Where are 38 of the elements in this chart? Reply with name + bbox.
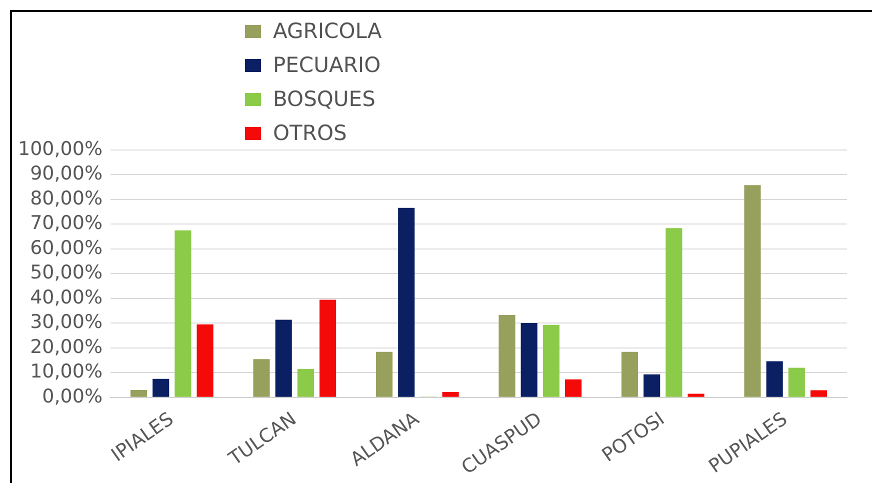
bar: [564, 379, 582, 397]
bar: [152, 378, 170, 397]
y-tick-label: 10,00%: [30, 360, 103, 383]
y-tick-label: 30,00%: [30, 311, 103, 334]
legend-label: AGRICOLA: [273, 19, 382, 43]
y-tick-label: 60,00%: [30, 236, 103, 259]
y-tick-label: 100,00%: [18, 138, 103, 160]
y-tick-label: 40,00%: [30, 286, 103, 308]
bar: [810, 390, 828, 397]
bar: [442, 392, 459, 397]
bar: [542, 324, 560, 397]
bar: [130, 390, 148, 397]
bar: [766, 361, 783, 397]
bar: [174, 230, 192, 397]
bar: [196, 324, 214, 397]
bar: [688, 394, 704, 397]
bar: [520, 322, 538, 397]
y-tick-label: 80,00%: [30, 187, 103, 210]
bar: [398, 208, 415, 397]
bar: [297, 368, 314, 397]
bar: [788, 368, 805, 397]
legend-label: BOSQUES: [273, 87, 376, 111]
legend-label: PECUARIO: [273, 53, 381, 77]
bar: [253, 359, 270, 397]
y-tick-label: 0,00%: [42, 385, 103, 408]
bar: [376, 352, 393, 397]
bar: [320, 300, 336, 397]
bar: [744, 185, 761, 397]
bar: [666, 228, 682, 397]
legend-label: OTROS: [273, 121, 347, 145]
y-tick-label: 20,00%: [30, 336, 103, 358]
bar: [498, 315, 516, 397]
bar: [621, 352, 638, 397]
y-tick-label: 70,00%: [30, 212, 103, 234]
bar: [275, 320, 292, 397]
y-tick-label: 90,00%: [30, 162, 103, 185]
bar: [644, 374, 660, 397]
y-tick-label: 50,00%: [30, 262, 103, 284]
